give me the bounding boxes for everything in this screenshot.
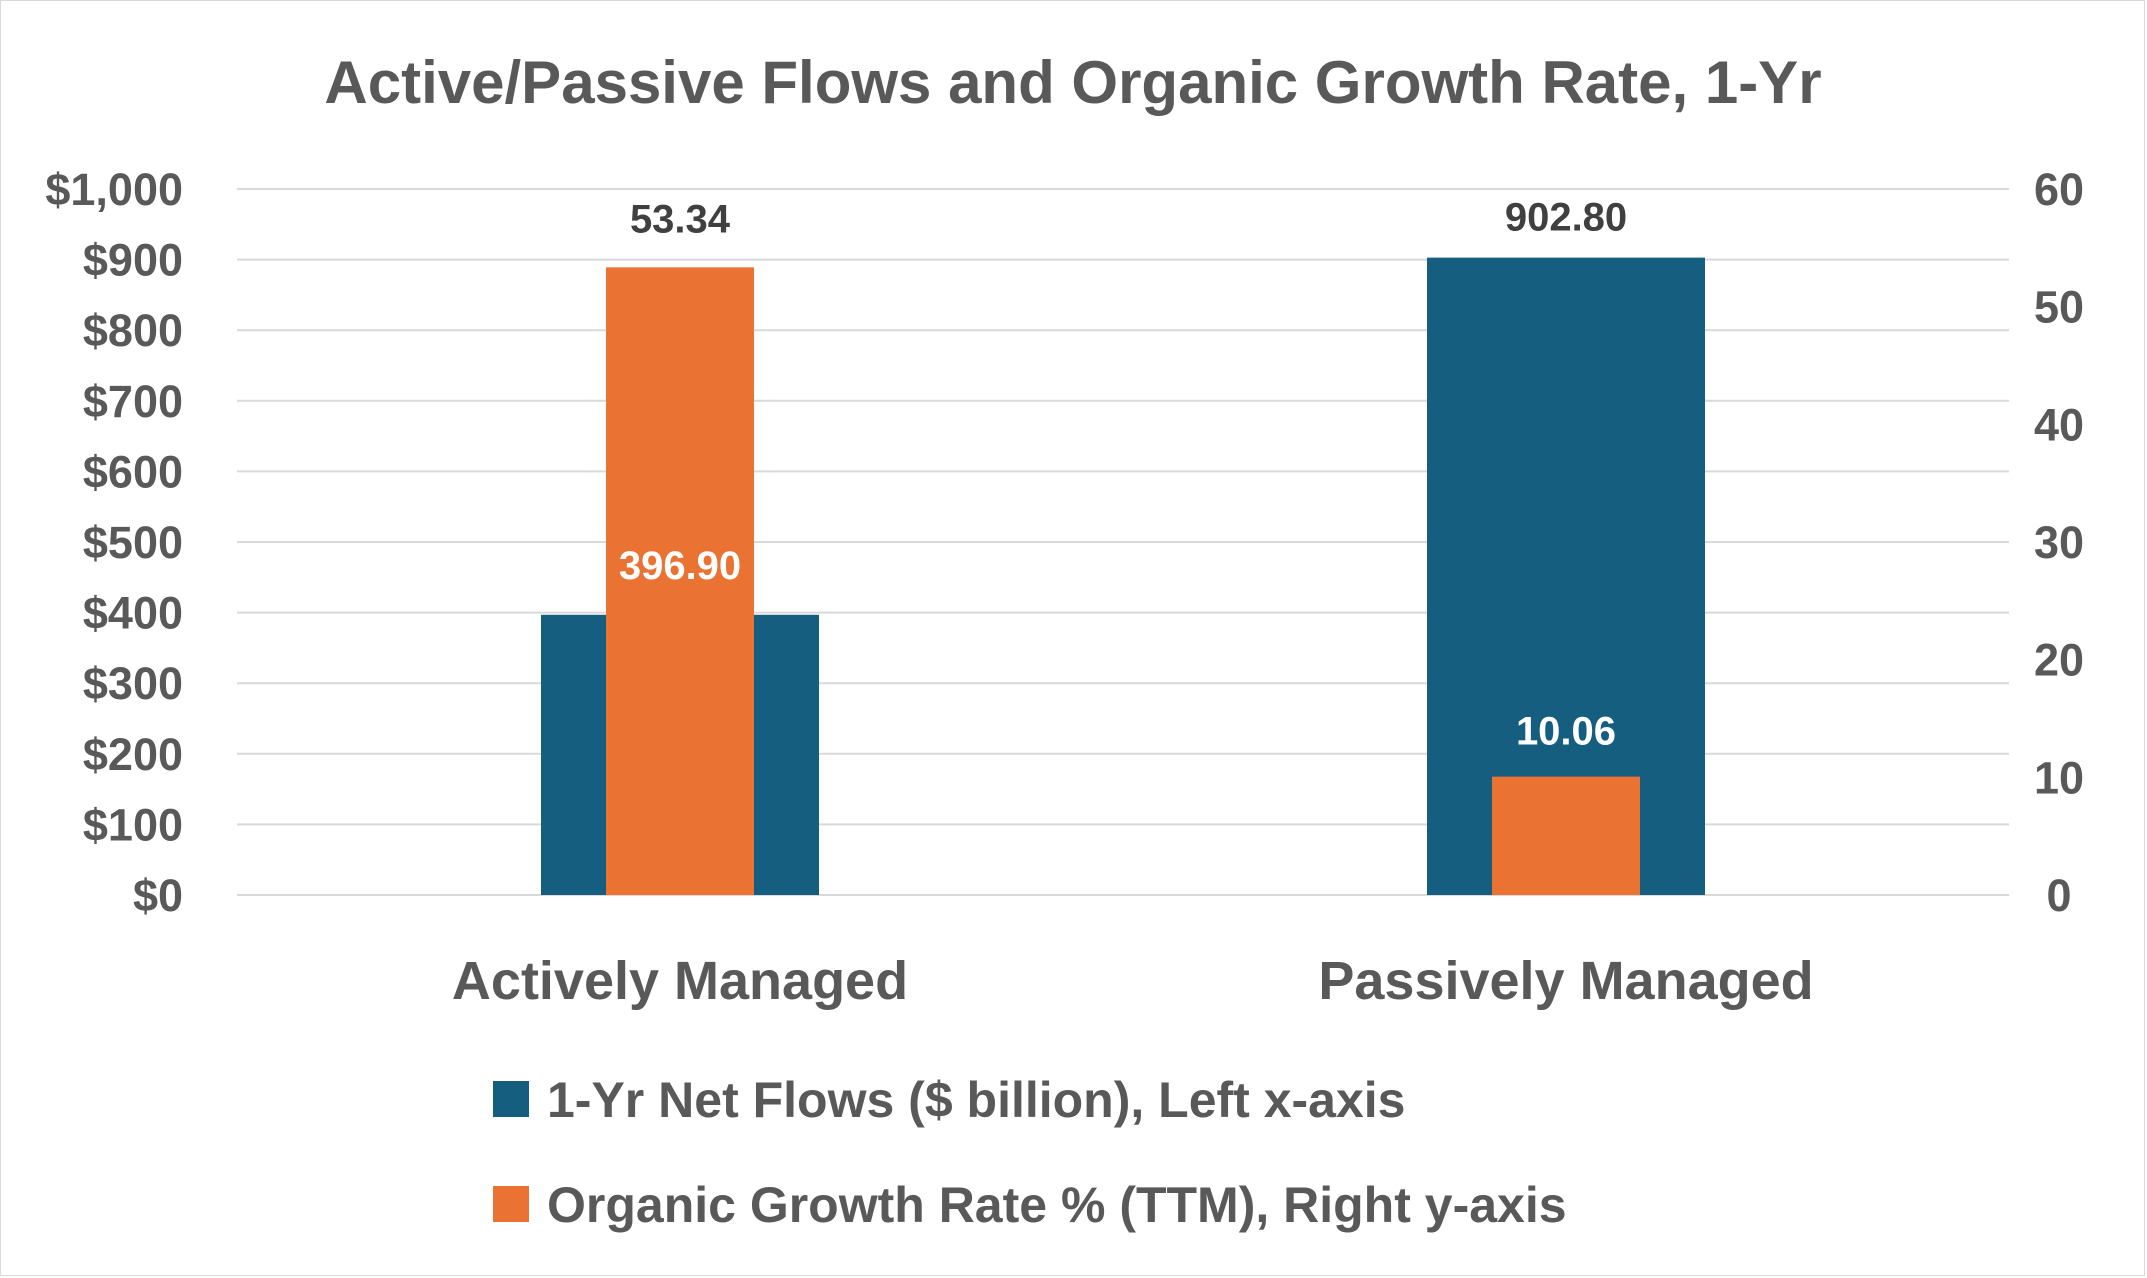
left-axis-tick-label: $400 bbox=[83, 588, 183, 639]
growth-rate-data-label: 10.06 bbox=[1516, 710, 1616, 754]
right-axis-tick-label: 0 bbox=[2046, 870, 2071, 921]
right-axis-tick-label: 30 bbox=[2034, 517, 2084, 568]
left-axis-tick-label: $100 bbox=[83, 799, 183, 850]
legend-label: 1-Yr Net Flows ($ billion), Left x-axis bbox=[547, 1072, 1405, 1128]
growth-rate-bar bbox=[1492, 776, 1640, 895]
category-label: Actively Managed bbox=[452, 951, 908, 1011]
growth-rate-bar bbox=[606, 267, 754, 896]
legend-label: Organic Growth Rate % (TTM), Right y-axi… bbox=[547, 1177, 1567, 1233]
bars bbox=[541, 257, 1705, 896]
left-y-axis: $0 $100 $200 $300 $400 $500 $600 $700 $800 $900 $1… bbox=[45, 164, 183, 921]
net-flows-data-label: 902.80 bbox=[1505, 196, 1627, 240]
right-axis-tick-label: 50 bbox=[2034, 282, 2084, 333]
right-axis-tick-label: 20 bbox=[2034, 635, 2084, 686]
category-label: Passively Managed bbox=[1318, 951, 1813, 1011]
left-axis-tick-label: $0 bbox=[133, 870, 183, 921]
right-axis-tick-label: 10 bbox=[2034, 752, 2084, 803]
right-y-axis: 0 10 20 30 40 50 60 bbox=[2034, 164, 2084, 921]
left-axis-tick-label: $600 bbox=[83, 446, 183, 497]
right-axis-tick-label: 60 bbox=[2034, 164, 2084, 215]
growth-rate-data-label: 53.34 bbox=[630, 197, 731, 241]
left-axis-tick-label: $500 bbox=[83, 517, 183, 568]
left-axis-tick-label: $700 bbox=[83, 376, 183, 427]
legend: 1-Yr Net Flows ($ billion), Left x-axis O… bbox=[493, 1072, 1567, 1233]
left-axis-tick-label: $1,000 bbox=[45, 164, 183, 215]
chart-title: Active/Passive Flows and Organic Growth … bbox=[324, 49, 1821, 116]
left-axis-tick-label: $900 bbox=[83, 235, 183, 286]
left-axis-tick-label: $300 bbox=[83, 658, 183, 709]
right-axis-tick-label: 40 bbox=[2034, 399, 2084, 450]
left-axis-tick-label: $200 bbox=[83, 729, 183, 780]
legend-swatch-net-flows bbox=[493, 1081, 529, 1117]
data-labels: 53.34 396.90 902.80 10.06 bbox=[619, 196, 1627, 754]
left-axis-tick-label: $800 bbox=[83, 305, 183, 356]
x-axis-categories: Actively Managed Passively Managed bbox=[452, 951, 1814, 1011]
net-flows-data-label: 396.90 bbox=[619, 544, 741, 588]
legend-swatch-growth-rate bbox=[493, 1186, 529, 1222]
gridlines bbox=[237, 188, 2009, 896]
